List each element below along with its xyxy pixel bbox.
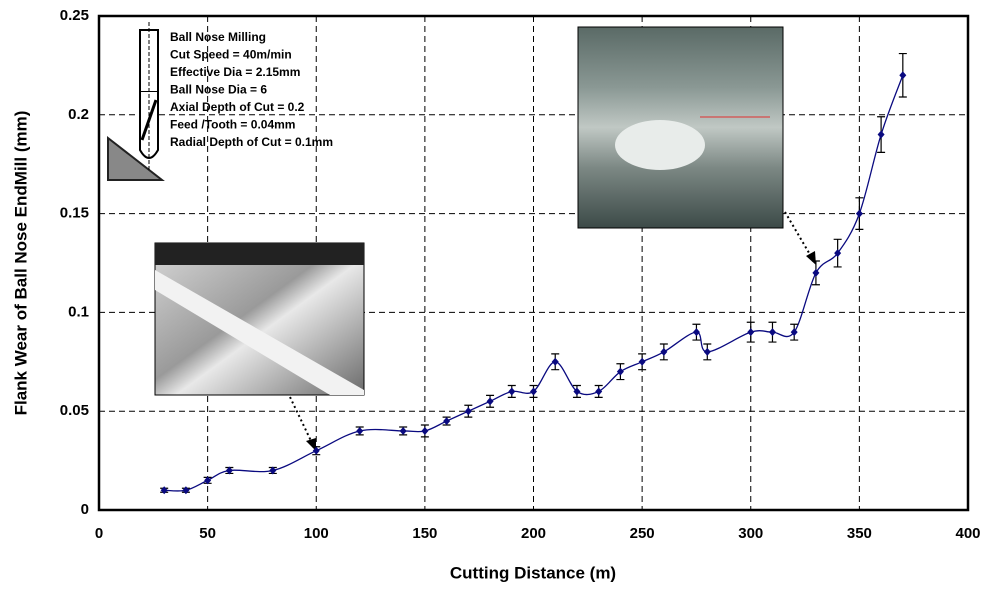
data-point	[225, 466, 233, 475]
data-point	[356, 426, 364, 435]
x-tick-label: 50	[199, 525, 216, 542]
plot-frame	[97, 14, 970, 512]
data-point	[182, 486, 190, 495]
data-point	[508, 387, 516, 396]
y-axis-label: Flank Wear of Ball Nose EndMill (mm)	[11, 111, 30, 416]
y-tick-label: 0.15	[60, 205, 89, 222]
data-point	[160, 486, 168, 495]
data-point	[616, 367, 624, 376]
data-point	[443, 417, 451, 426]
y-tick-label: 0.1	[68, 303, 89, 320]
arrow-head	[306, 251, 816, 451]
x-tick-label: 400	[955, 525, 980, 542]
annotation: Ball Nose Milling Cut Speed = 40m/min Effe…	[170, 30, 333, 149]
data-point	[747, 328, 755, 337]
x-axis-label: Cutting Distance (m)	[450, 563, 616, 582]
annotation-line: Cut Speed = 40m/min	[170, 48, 292, 62]
data-point	[530, 387, 537, 396]
x-tick-label: 200	[521, 525, 546, 542]
x-tick-label: 300	[738, 525, 763, 542]
data-point	[399, 426, 407, 435]
data-point	[595, 387, 603, 396]
data-point	[269, 466, 277, 475]
data-point	[812, 268, 820, 277]
data-point	[486, 397, 494, 406]
data-point	[551, 357, 559, 366]
x-tick-label: 0	[95, 525, 103, 542]
data-point	[312, 446, 320, 455]
annotation-line: Feed /Tooth = 0.04mm	[170, 118, 295, 132]
x-tick-label: 350	[847, 525, 872, 542]
tool-icon	[107, 22, 165, 181]
data-point	[204, 476, 212, 485]
data-point	[573, 387, 581, 396]
data-point	[877, 130, 885, 139]
annotation-line: Ball Nose Dia = 6	[170, 83, 267, 97]
x-tick-label: 150	[412, 525, 437, 542]
data-point	[421, 426, 429, 435]
data-point	[703, 347, 711, 356]
data-point	[899, 71, 907, 80]
data-point	[464, 407, 472, 416]
y-tick-label: 0.05	[60, 402, 89, 419]
data-point	[855, 209, 863, 218]
annotation-line: Ball Nose Milling	[170, 30, 266, 44]
annotation-line: Effective Dia = 2.15mm	[170, 65, 300, 79]
x-tick-label: 100	[304, 525, 329, 542]
data-point	[790, 328, 798, 337]
x-tick-label: 250	[630, 525, 655, 542]
inset-photo	[154, 26, 784, 396]
y-tick-label: 0	[81, 501, 89, 518]
data-point	[692, 328, 700, 337]
y-tick-label: 0.25	[60, 7, 89, 24]
annotation-line: Radial Depth of Cut = 0.1mm	[170, 135, 333, 149]
data-point	[660, 347, 668, 356]
data-point	[638, 357, 646, 366]
data-point	[768, 328, 776, 337]
annotation-line: Axial Depth of Cut = 0.2	[170, 100, 305, 114]
data-point	[834, 249, 842, 258]
y-tick-label: 0.2	[68, 106, 89, 123]
callout-arrow	[289, 211, 813, 444]
